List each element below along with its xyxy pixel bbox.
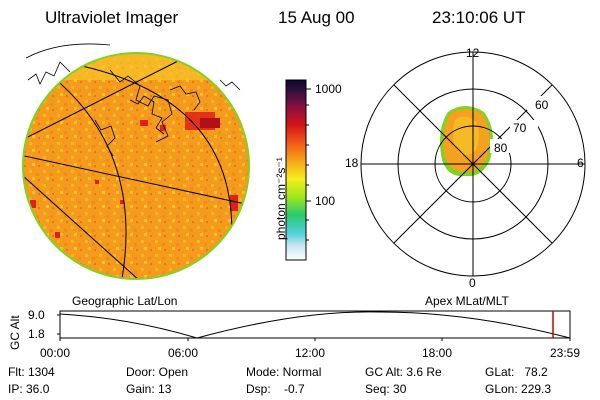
mlt-label-6: 6: [577, 156, 584, 170]
mlt-label-18: 18: [345, 156, 359, 170]
mlt-label-0: 0: [469, 276, 476, 290]
info-seq: Seq: 30: [365, 382, 407, 396]
lat-label-70: 70: [513, 121, 527, 135]
info-gc-alt: GC Alt: 3.6 Re: [365, 365, 442, 379]
uv-image-disk: [22, 43, 250, 280]
info-glat: GLat: 78.2: [485, 365, 548, 379]
alt-ytick-1-8: 1.8: [28, 327, 45, 341]
alt-xtick-0000: 00:00: [40, 346, 71, 360]
polar-panel-label: Apex MLat/MLT: [425, 294, 509, 308]
mlt-label-12: 12: [466, 46, 480, 60]
info-dsp: Dsp: -0.7: [246, 382, 305, 396]
alt-xtick-2359: 23:59: [550, 346, 581, 360]
info-gain: Gain: 13: [126, 382, 172, 396]
alt-ylabel: GC Alt: [8, 315, 22, 350]
info-door: Door: Open: [126, 365, 189, 379]
colorbar-unit-label: photon cm⁻²s⁻¹: [274, 157, 288, 240]
colorbar: [285, 79, 311, 261]
info-flt: Flt: 1304: [8, 365, 55, 379]
altitude-plot: [57, 310, 571, 341]
info-mode: Mode: Normal: [246, 365, 322, 379]
time-label: 23:10:06 UT: [432, 8, 526, 27]
colorbar-tick-100: 100: [315, 194, 336, 208]
lat-label-80: 80: [494, 141, 508, 155]
info-glon: GLon: 229.3: [485, 382, 552, 396]
alt-xtick-0600: 06:00: [168, 346, 199, 360]
info-ip: IP: 36.0: [8, 382, 50, 396]
auroral-oval: [440, 106, 493, 177]
geo-panel-label: Geographic Lat/Lon: [72, 294, 178, 308]
instrument-title: Ultraviolet Imager: [45, 8, 179, 27]
date-label: 15 Aug 00: [278, 8, 355, 27]
polar-plot: [360, 51, 586, 277]
alt-ytick-9: 9.0: [28, 308, 45, 322]
lat-label-60: 60: [535, 98, 549, 112]
alt-xtick-1800: 18:00: [422, 346, 453, 360]
colorbar-tick-1000: 1000: [315, 82, 342, 96]
alt-xtick-1200: 12:00: [295, 346, 326, 360]
